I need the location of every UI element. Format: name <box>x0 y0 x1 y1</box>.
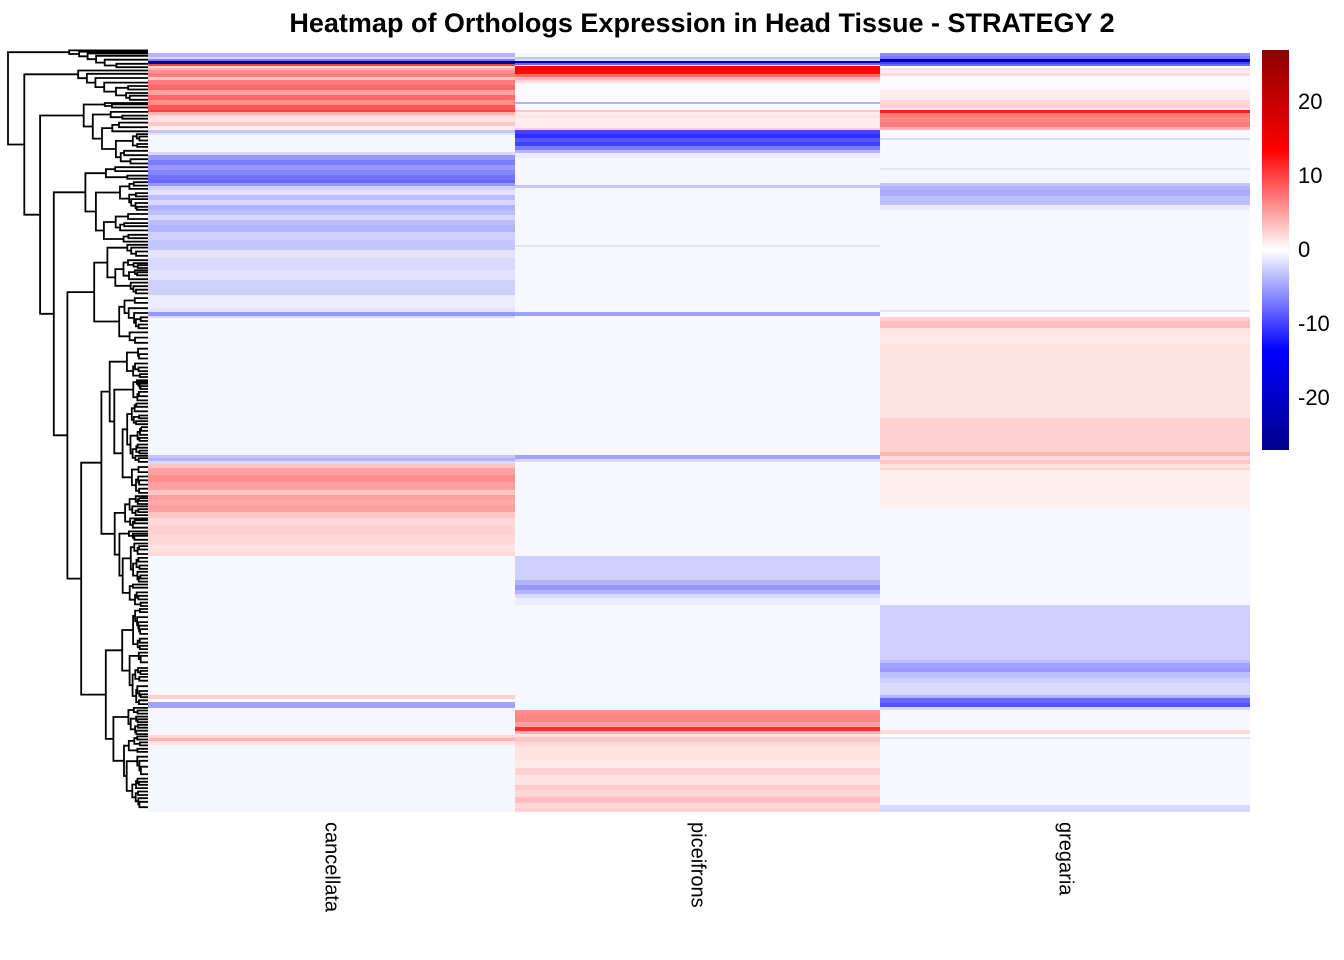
colorbar-gradient <box>1262 50 1289 450</box>
colorbar-tick-label: 10 <box>1298 162 1323 188</box>
heatmap-column-gregaria <box>880 53 1250 812</box>
colorbar-tick-label: -10 <box>1298 311 1330 337</box>
column-label-gregaria: gregaria <box>1054 822 1077 896</box>
plot-title: Heatmap of Orthologs Expression in Head … <box>289 8 1115 38</box>
colorbar-tick-label: 0 <box>1298 237 1311 262</box>
column-label-cancellata: cancellata <box>320 822 343 913</box>
heatmap-body <box>148 53 1250 812</box>
colorbar-tick-label: 20 <box>1298 88 1323 114</box>
row-dendrogram <box>7 49 148 809</box>
heatmap-column-piceifrons <box>515 53 880 812</box>
heatmap-column-cancellata <box>148 53 515 812</box>
colorbar-tick-label: -20 <box>1298 385 1330 411</box>
column-label-piceifrons: piceifrons <box>686 822 709 908</box>
